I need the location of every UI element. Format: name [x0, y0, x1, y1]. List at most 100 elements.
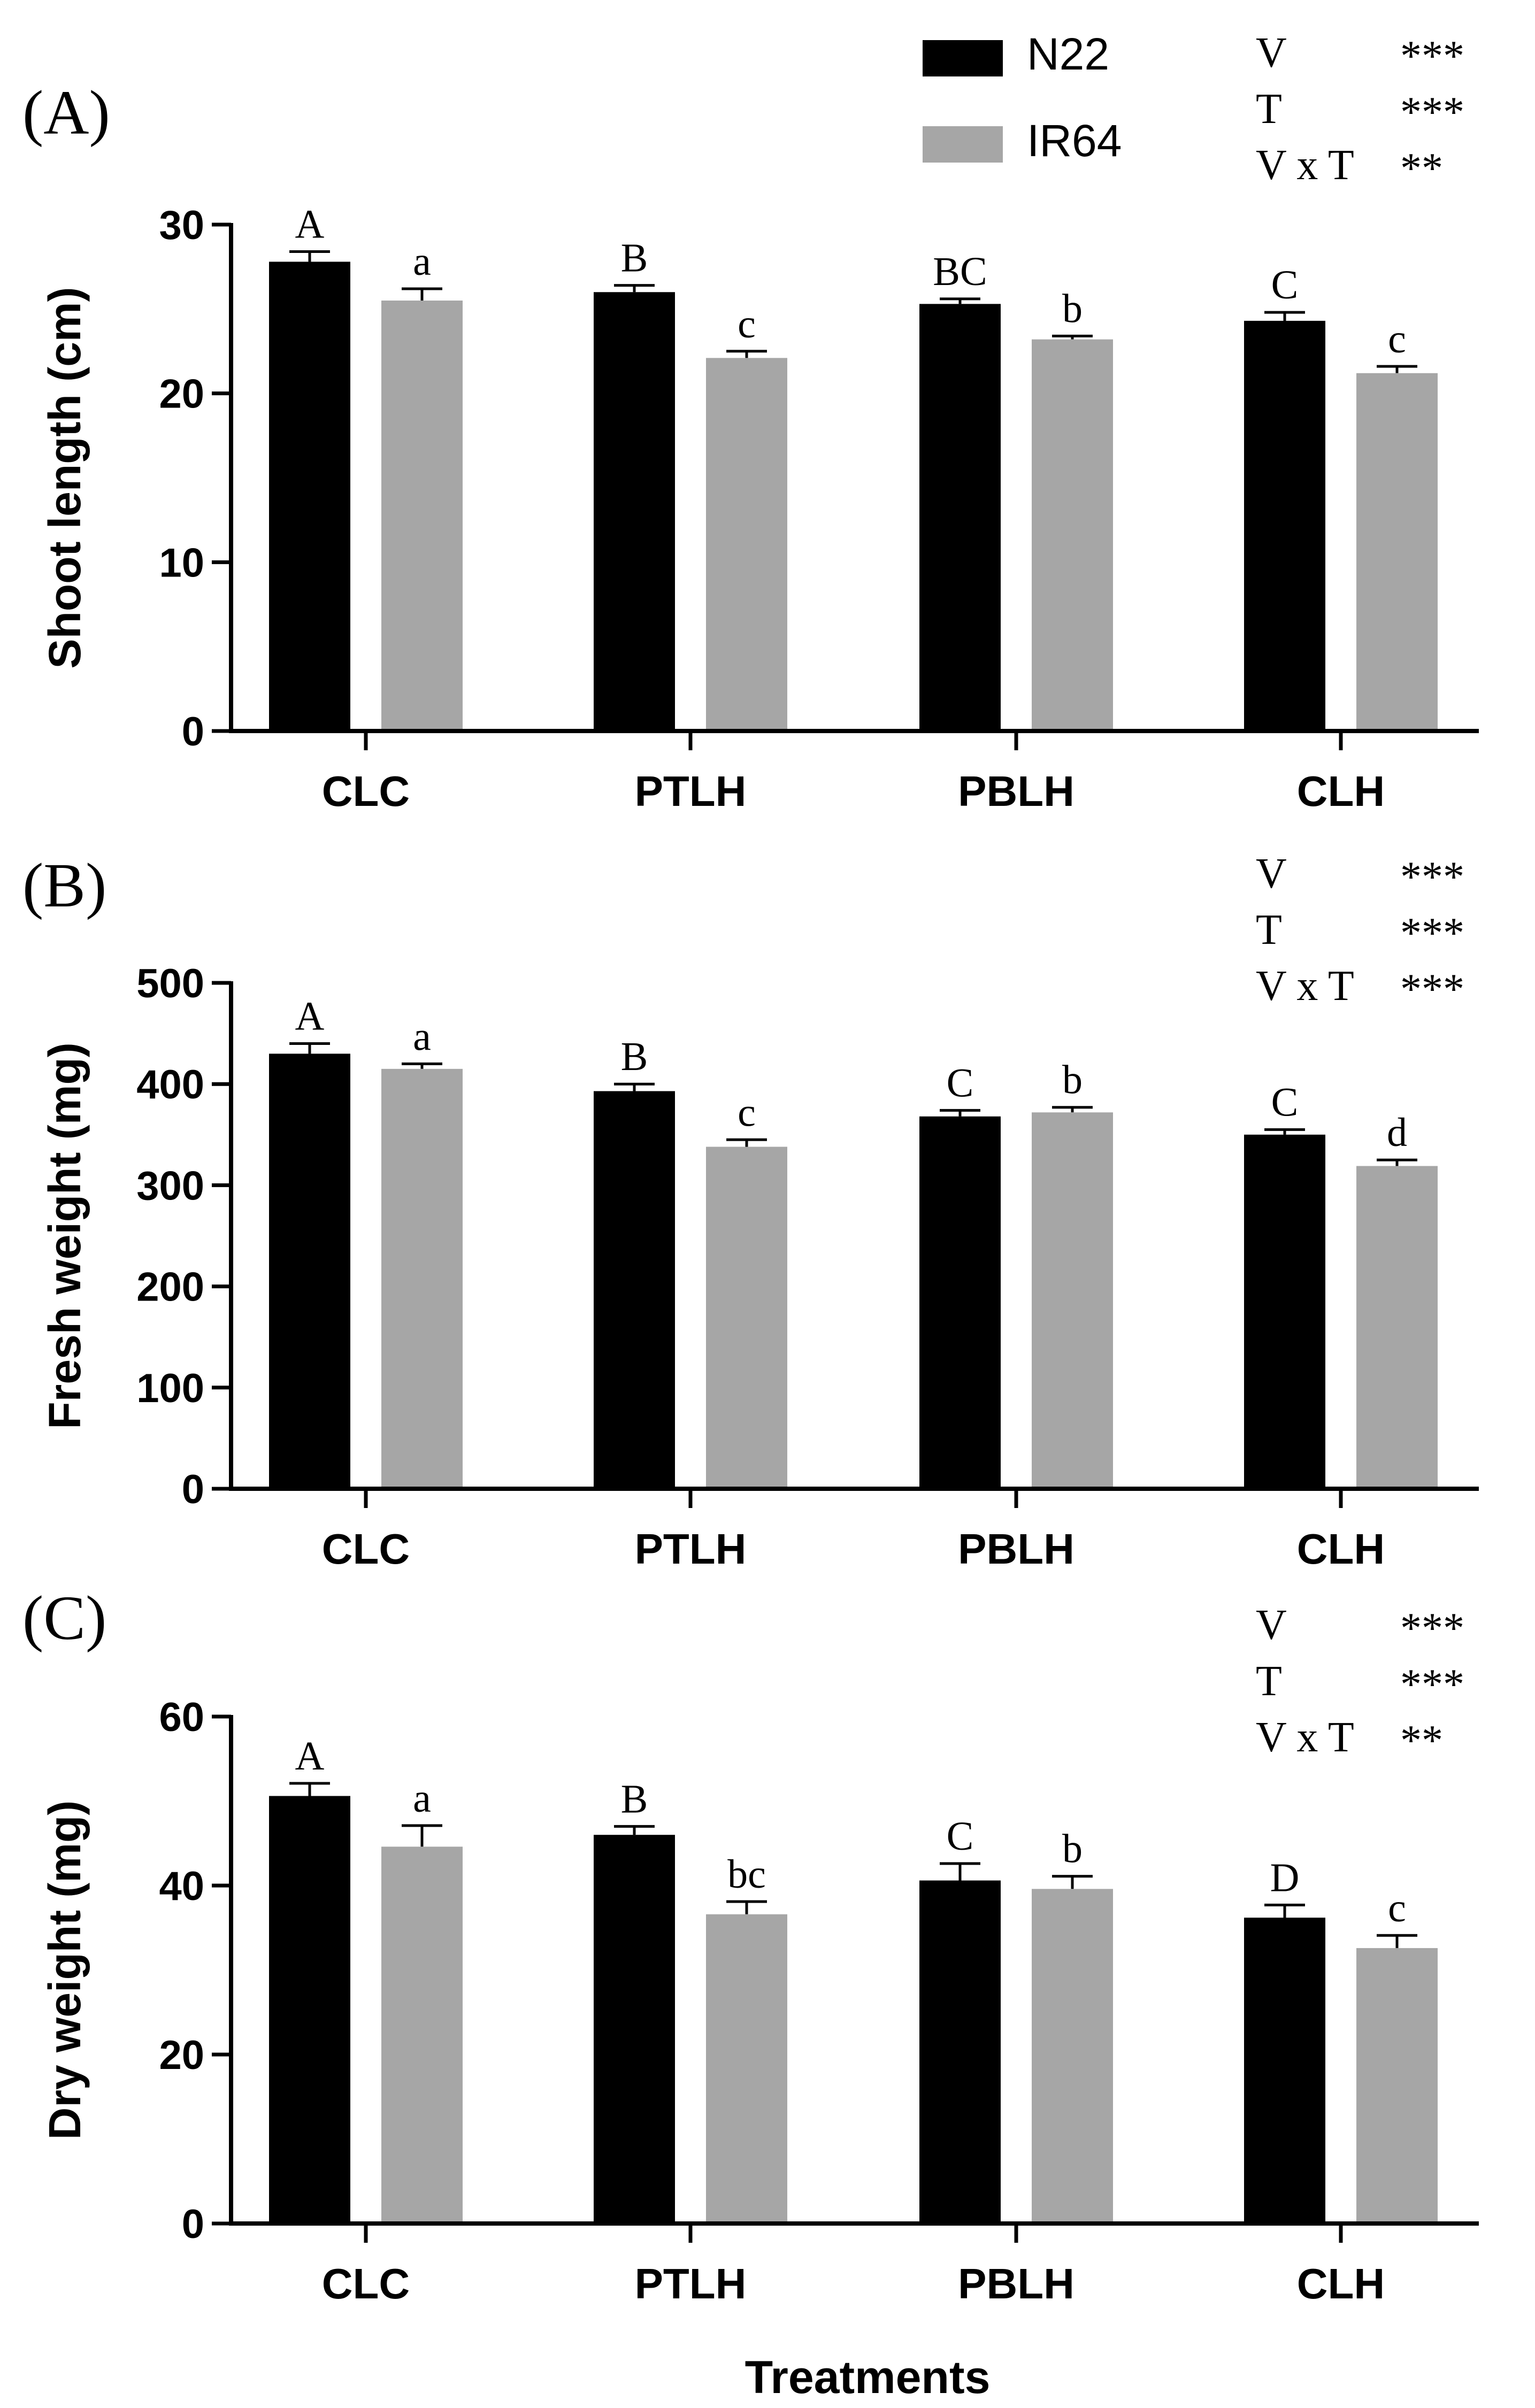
sig-letter-n22-ptlh: B [621, 1776, 648, 1821]
anova-significance: *** [1400, 89, 1464, 136]
sig-letter-n22-clc: A [295, 994, 325, 1039]
sig-letter-n22-ptlh: B [621, 1034, 648, 1079]
bar-ir64-pblh [1032, 339, 1113, 731]
panel-label: (C) [22, 1583, 106, 1653]
anova-factor: V [1256, 850, 1287, 897]
sig-letter-n22-pblh: BC [933, 249, 987, 294]
legend-label-ir64: IR64 [1027, 116, 1122, 166]
y-tick-label: 200 [136, 1265, 204, 1310]
bar-n22-ptlh [594, 1835, 675, 2224]
anova-significance: ** [1400, 1717, 1443, 1764]
sig-letter-ir64-clh: c [1388, 317, 1406, 361]
bar-n22-clh [1244, 1134, 1325, 1489]
bar-ir64-clc [381, 1068, 463, 1489]
anova-factor: T [1256, 906, 1282, 953]
legend: N22 IR64 [923, 29, 1122, 166]
anova-significance: *** [1400, 1661, 1464, 1708]
y-axis-title: Fresh weight (mg) [40, 1042, 90, 1429]
bar-ir64-clh [1356, 1948, 1438, 2224]
anova-factor: V [1256, 1602, 1287, 1649]
bar-n22-pblh [919, 1116, 1001, 1489]
bar-n22-clc [269, 1796, 350, 2224]
anova-factor: V [1256, 29, 1287, 76]
y-tick-label: 300 [136, 1163, 204, 1209]
sig-letter-n22-clc: A [295, 202, 325, 247]
bar-n22-ptlh [594, 1091, 675, 1489]
sig-letter-n22-pblh: C [947, 1060, 974, 1105]
bar-n22-clh [1244, 320, 1325, 731]
y-axis-title: Dry weight (mg) [40, 1801, 90, 2140]
bar-n22-pblh [919, 304, 1001, 731]
y-tick-label: 100 [136, 1366, 204, 1411]
x-tick-label-ptlh: PTLH [635, 767, 747, 815]
x-tick-label-clh: CLH [1297, 767, 1385, 815]
panel-label: (A) [22, 78, 110, 148]
x-tick-label-clc: CLC [322, 1525, 410, 1573]
bar-n22-ptlh [594, 292, 675, 731]
bar-n22-pblh [919, 1880, 1001, 2224]
sig-letter-ir64-pblh: b [1062, 286, 1083, 331]
y-tick-label: 0 [182, 709, 204, 755]
bar-ir64-clc [381, 1847, 463, 2224]
x-tick-label-pblh: PBLH [958, 2260, 1074, 2307]
panel-c: (C) Dry weight (mg) Aa CLC Bbc PTLH C b PBLH Dc CL… [22, 1583, 1479, 2307]
y-tick-label: 40 [159, 1864, 204, 1909]
anova-factor: V x T [1256, 963, 1354, 1010]
bar-n22-clh [1244, 1918, 1325, 2224]
sig-letter-n22-pblh: C [947, 1814, 974, 1859]
anova-factor: V x T [1256, 142, 1354, 189]
bar-n22-clc [269, 1053, 350, 1489]
y-tick-label: 30 [159, 203, 204, 248]
panel-a: (A) Shoot length (cm) Aa CLC Bc PTLH BC b PBLH Cc… [22, 29, 1479, 815]
y-tick-label: 400 [136, 1062, 204, 1107]
sig-letter-ir64-clh: c [1388, 1886, 1406, 1930]
y-axis-title: Shoot length (cm) [40, 287, 90, 669]
sig-letter-ir64-clh: d [1387, 1110, 1407, 1155]
x-tick-label-ptlh: PTLH [635, 1525, 747, 1573]
y-tick-label: 500 [136, 961, 204, 1006]
panels: (A)Shoot length (cm)AaCLCBcPTLHBCbPBLHCc… [22, 29, 1479, 2307]
sig-letter-ir64-ptlh: bc [727, 1852, 766, 1897]
sig-letter-ir64-clc: a [413, 1014, 431, 1059]
anova-significance: ** [1400, 145, 1443, 192]
anova-factor: T [1256, 1658, 1282, 1705]
y-tick-label: 0 [182, 1467, 204, 1512]
x-tick-label-ptlh: PTLH [635, 2260, 747, 2307]
bar-ir64-ptlh [706, 358, 787, 731]
bar-ir64-ptlh [706, 1147, 787, 1489]
x-tick-label-pblh: PBLH [958, 767, 1074, 815]
bar-ir64-pblh [1032, 1112, 1113, 1489]
sig-letter-n22-ptlh: B [621, 236, 648, 281]
legend-label-n22: N22 [1027, 29, 1109, 79]
legend-swatch-ir64 [923, 126, 1003, 163]
sig-letter-ir64-clc: a [413, 239, 431, 284]
anova-significance: *** [1400, 853, 1464, 901]
anova-significance: *** [1400, 1605, 1464, 1652]
bar-ir64-clc [381, 301, 463, 731]
sig-letter-ir64-ptlh: c [738, 302, 756, 347]
sig-letter-ir64-ptlh: c [738, 1090, 756, 1135]
legend-swatch-n22 [923, 40, 1003, 76]
bar-ir64-pblh [1032, 1889, 1113, 2224]
x-tick-label-pblh: PBLH [958, 1525, 1074, 1573]
y-tick-label: 0 [182, 2202, 204, 2247]
anova-significance: *** [1400, 966, 1464, 1013]
sig-letter-ir64-pblh: b [1062, 1058, 1083, 1103]
y-tick-label: 60 [159, 1695, 204, 1740]
y-tick-label: 20 [159, 372, 204, 417]
anova-significance: *** [1400, 910, 1464, 957]
x-tick-label-clh: CLH [1297, 2260, 1385, 2307]
sig-letter-ir64-pblh: b [1062, 1827, 1083, 1872]
y-tick-label: 20 [159, 2033, 204, 2078]
anova-significance: *** [1400, 33, 1464, 80]
bar-ir64-clh [1356, 373, 1438, 731]
x-axis-title: Treatments [745, 2352, 991, 2403]
sig-letter-ir64-clc: a [413, 1776, 431, 1821]
panel-label: (B) [22, 850, 106, 920]
sig-letter-n22-clc: A [295, 1734, 325, 1779]
sig-letter-n22-clh: C [1271, 263, 1299, 307]
sig-letter-n22-clh: D [1270, 1855, 1300, 1900]
panel-b: (B) Fresh weight (mg) A a CLC Bc PTLH C b PBLH Cd C… [22, 850, 1479, 1573]
x-tick-label-clh: CLH [1297, 1525, 1385, 1573]
